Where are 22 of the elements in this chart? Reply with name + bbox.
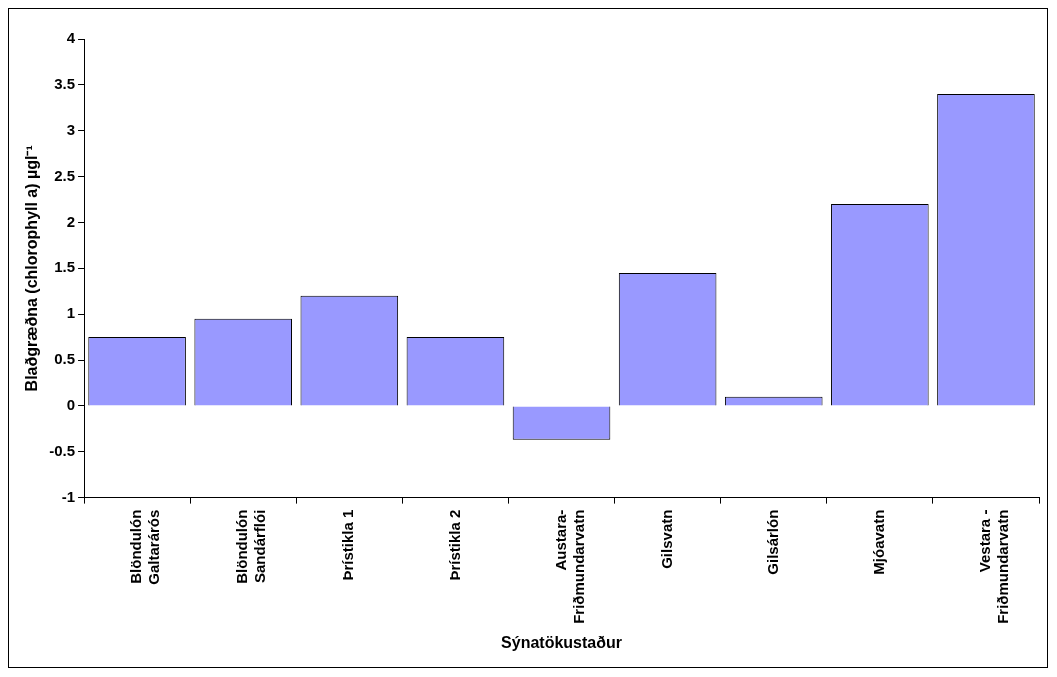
y-tick-label: -0.5 [49,441,76,459]
y-tick-label: 3.5 [54,75,76,92]
y-tick-label: 0 [66,396,76,414]
y-tick-label: 1.5 [54,258,76,276]
x-tick-label: Blöndulón Sandárflói [233,509,269,584]
y-tick-label: 4 [66,29,76,47]
y-tick-label: 2 [66,212,76,230]
y-tick-label: 3 [66,120,76,138]
y-tick-label: 2.5 [54,166,76,184]
y-tick-label: 1 [66,304,76,322]
y-tick-label: -1 [61,487,76,505]
x-tick-label: Vestara - Friðmundarvatn [976,509,1012,624]
x-tick-label: Gilsárlón [763,509,781,575]
x-tick-label: Þrístikla 2 [445,509,463,581]
x-tick-label: Þrístikla 1 [339,509,357,581]
x-tick-label: Blöndulón Galtarárós [127,509,163,585]
y-tick-label: 0.5 [54,350,76,368]
x-tick-label: Mjóavatn [869,509,887,575]
x-axis-title: Sýnatökustaður [501,633,622,651]
x-tick-label: Austara- Friðmundarvatn [551,509,587,624]
y-axis-title: Blaðgræðna (chlorophyll a) µgl⁻¹ [23,145,41,392]
x-tick-label: Gilsvatn [657,509,675,569]
